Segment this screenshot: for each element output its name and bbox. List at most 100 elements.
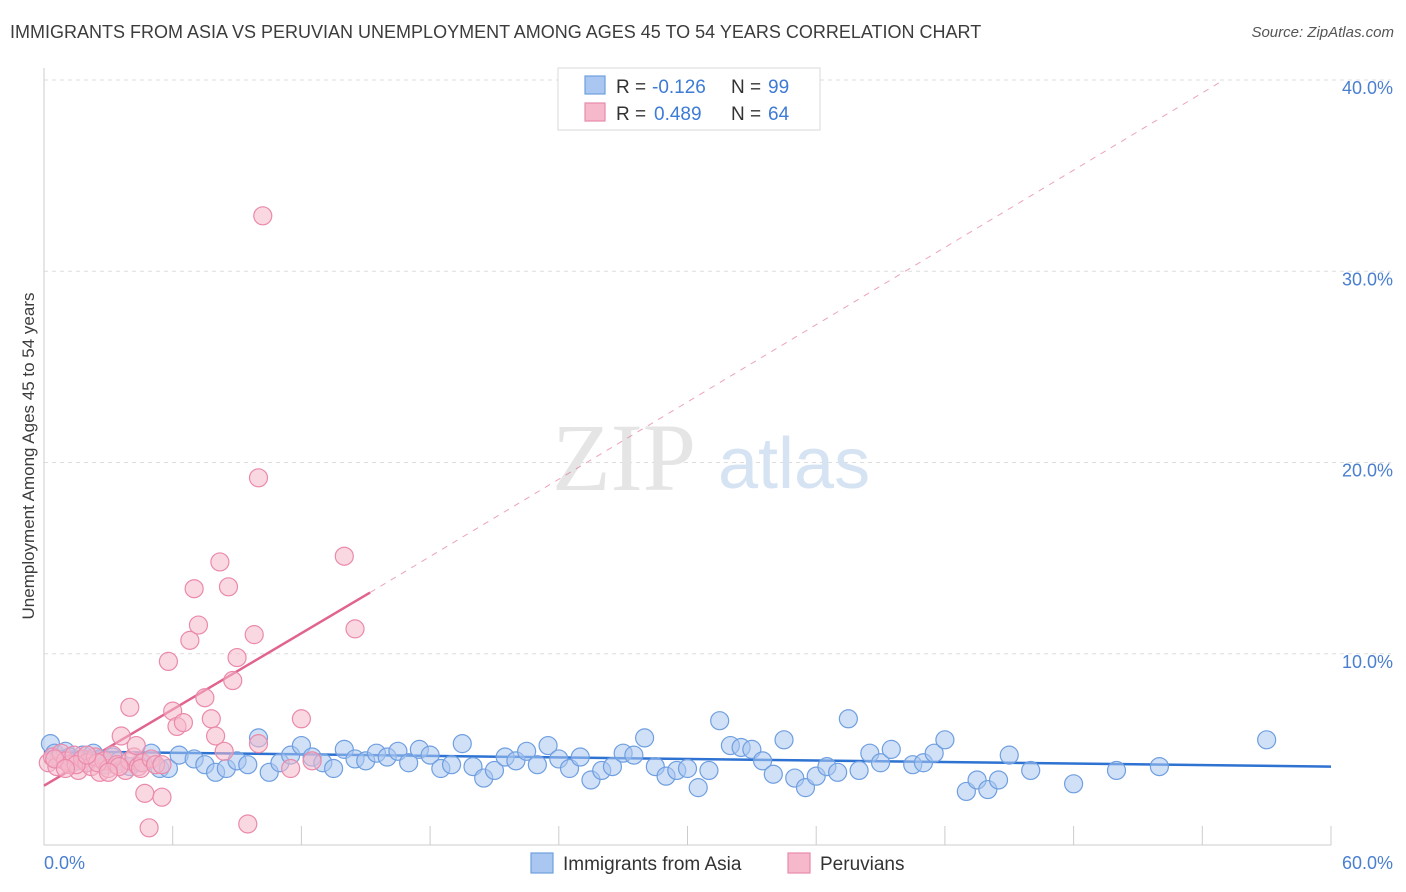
peruvian-point <box>152 755 172 775</box>
legend-r-value-2: 0.489 <box>654 104 702 125</box>
stats-legend: R = -0.126 N = 99 R = 0.489 N = 64 <box>557 67 821 131</box>
asia-point <box>710 711 730 731</box>
grid-lines <box>44 79 1391 655</box>
asia-point <box>1257 730 1277 750</box>
asia-point <box>517 741 537 761</box>
peruvian-point <box>206 726 226 746</box>
y-axis-label: Unemployment Among Ages 45 to 54 years <box>19 293 38 620</box>
asia-point <box>1149 756 1170 777</box>
asia-point <box>924 743 944 763</box>
peruvian-point <box>201 709 221 729</box>
y-tick-labels: 10.0% 20.0% 30.0% 40.0% <box>1342 78 1393 672</box>
data-points <box>38 206 1277 838</box>
legend-n-label-1: N = <box>731 77 761 98</box>
asia-point <box>870 753 891 773</box>
legend-r-label-1: R = <box>616 77 646 98</box>
x-tick-labels: 0.0% 60.0% <box>44 853 1393 873</box>
asia-point <box>399 753 419 773</box>
series-legend-swatch-peruvians <box>787 852 811 874</box>
peruvian-trend-dashed <box>369 79 1225 593</box>
peruvian-point <box>111 726 131 746</box>
peruvian-point <box>180 630 200 650</box>
peruvian-point <box>302 751 322 771</box>
legend-n-value-1: 99 <box>768 77 789 98</box>
asia-point <box>849 760 869 781</box>
peruvian-point <box>248 468 269 488</box>
asia-point <box>538 735 558 756</box>
peruvian-point <box>345 619 365 639</box>
peruvian-point <box>120 697 140 717</box>
asia-point <box>484 760 505 781</box>
asia-point <box>999 745 1019 765</box>
y-tick-label: 30.0% <box>1342 269 1393 289</box>
peruvian-point <box>173 712 194 733</box>
asia-point <box>1021 760 1041 781</box>
axes <box>43 68 1332 846</box>
peruvian-point <box>281 758 301 779</box>
asia-point <box>677 758 698 779</box>
asia-point <box>1106 760 1127 781</box>
asia-point <box>238 755 258 775</box>
asia-point <box>838 709 858 729</box>
peruvian-point <box>77 745 97 765</box>
peruvian-point <box>214 741 234 761</box>
asia-point <box>763 764 783 784</box>
legend-n-label-2: N = <box>731 104 761 125</box>
peruvian-point <box>195 688 215 708</box>
peruvian-point <box>184 579 204 599</box>
asia-point <box>323 758 344 779</box>
series-legend-swatch-asia <box>530 852 554 874</box>
peruvian-point <box>248 734 269 754</box>
legend-swatch-pink <box>584 102 606 122</box>
asia-point <box>988 770 1009 790</box>
series-legend-label-asia: Immigrants from Asia <box>563 854 742 875</box>
y-tick-label: 20.0% <box>1342 461 1393 481</box>
peruvian-point <box>218 577 239 597</box>
peruvian-point <box>291 709 311 729</box>
legend-swatch-blue <box>584 75 606 95</box>
asia-point <box>624 745 644 765</box>
asia-point <box>634 728 655 748</box>
asia-point <box>881 739 901 759</box>
asia-point <box>1063 774 1084 794</box>
peruvian-point <box>139 818 159 838</box>
asia-point <box>774 730 794 750</box>
watermark-zip: ZIP <box>552 404 696 511</box>
x-tick-label-max: 60.0% <box>1342 853 1393 873</box>
asia-point <box>828 762 848 782</box>
y-tick-label: 40.0% <box>1342 78 1393 98</box>
asia-point <box>420 745 440 765</box>
series-legend: Immigrants from Asia Peruvians <box>530 852 905 875</box>
peruvian-point <box>152 787 172 807</box>
legend-r-label-2: R = <box>616 104 646 125</box>
peruvian-point <box>126 735 146 756</box>
asia-point <box>935 730 955 750</box>
peruvian-point <box>55 758 76 779</box>
asia-point <box>602 756 623 777</box>
peruvian-point <box>334 546 354 566</box>
peruvian-point <box>227 647 247 668</box>
x-tick-label-min: 0.0% <box>44 853 85 873</box>
watermark: ZIP atlas <box>552 404 870 511</box>
asia-point <box>699 760 719 781</box>
peruvian-point <box>188 615 209 635</box>
asia-point <box>752 751 773 771</box>
asia-point <box>452 734 472 754</box>
page-title: IMMIGRANTS FROM ASIA VS PERUVIAN UNEMPLO… <box>10 22 982 42</box>
asia-point <box>441 755 462 775</box>
y-tick-label: 10.0% <box>1342 652 1393 672</box>
asia-point <box>570 747 590 767</box>
peruvian-point <box>223 670 243 691</box>
peruvian-point <box>244 625 264 645</box>
series-legend-label-peruvians: Peruvians <box>820 854 905 875</box>
watermark-atlas: atlas <box>718 424 870 504</box>
asia-point <box>527 755 547 775</box>
peruvian-point <box>158 651 179 672</box>
peruvian-point <box>253 206 273 226</box>
source-credit: Source: ZipAtlas.com <box>1251 24 1394 41</box>
peruvian-point <box>98 762 118 782</box>
peruvian-point <box>238 814 258 834</box>
legend-n-value-2: 64 <box>768 104 790 125</box>
peruvian-point <box>135 783 155 803</box>
